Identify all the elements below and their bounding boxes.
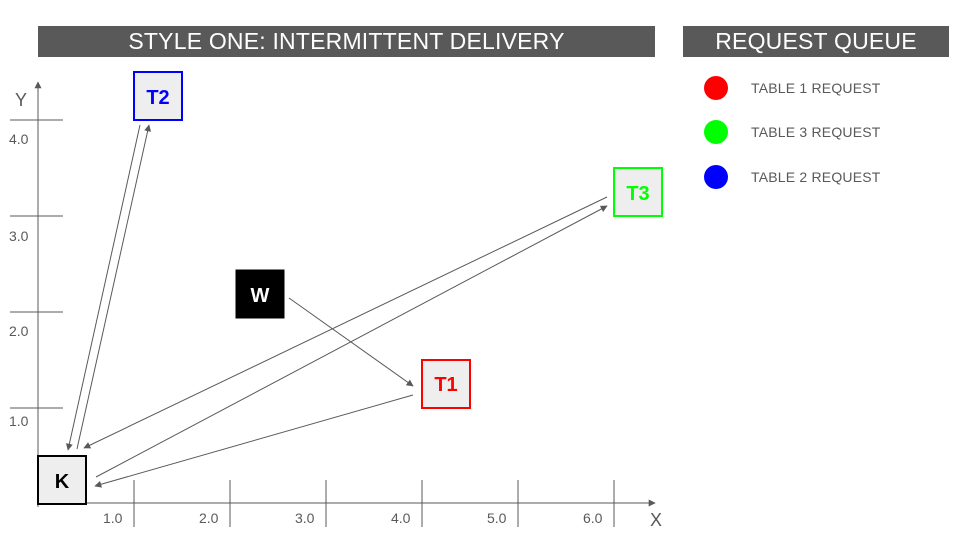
node-t1: T1 xyxy=(421,359,471,409)
green-dot-icon xyxy=(704,120,728,144)
node-w: W xyxy=(235,269,285,319)
blue-dot-icon xyxy=(704,165,728,189)
node-t2-box xyxy=(133,71,183,121)
node-t3: T3 xyxy=(613,167,663,217)
queue-item-label: TABLE 3 REQUEST xyxy=(751,124,881,140)
queue-item: TABLE 2 REQUEST xyxy=(704,165,881,189)
x-tick-label: 4.0 xyxy=(391,510,411,526)
queue-item: TABLE 1 REQUEST xyxy=(704,76,881,100)
arrow-t3-to-k xyxy=(83,196,608,449)
node-t2: T2 xyxy=(133,71,183,121)
node-k-label: K xyxy=(55,471,70,493)
node-t1-box xyxy=(421,359,471,409)
node-k-box xyxy=(37,455,87,505)
node-w-label: W xyxy=(251,285,270,307)
arrow-t1-to-k xyxy=(94,394,414,488)
y-tick-label: 3.0 xyxy=(9,228,29,244)
node-t3-box xyxy=(613,167,663,217)
x-tick-label: 6.0 xyxy=(583,510,603,526)
node-t3-label: T3 xyxy=(626,183,649,205)
node-k: K xyxy=(37,455,87,505)
x-tick-label: 5.0 xyxy=(487,510,507,526)
arrow-k-to-t3 xyxy=(95,205,608,478)
queue-item-label: TABLE 1 REQUEST xyxy=(751,80,881,96)
node-w-box xyxy=(235,269,285,319)
y-tick-label: 4.0 xyxy=(9,131,29,147)
x-axis-name: X xyxy=(650,510,662,530)
arrow-w-to-t1 xyxy=(288,297,414,387)
arrow-k-to-t2 xyxy=(76,124,152,450)
x-tick-label: 2.0 xyxy=(199,510,219,526)
red-dot-icon xyxy=(704,76,728,100)
title-banner: STYLE ONE: INTERMITTENT DELIVERY xyxy=(38,26,655,57)
y-axis-name: Y xyxy=(15,90,27,110)
x-tick-label: 1.0 xyxy=(103,510,123,526)
x-tick-label: 3.0 xyxy=(295,510,315,526)
queue-item: TABLE 3 REQUEST xyxy=(704,120,881,144)
arrow-t2-to-k xyxy=(65,124,141,451)
queue-item-label: TABLE 2 REQUEST xyxy=(751,169,881,185)
request-queue-title: REQUEST QUEUE xyxy=(683,26,949,57)
node-t2-label: T2 xyxy=(146,87,169,109)
node-t1-label: T1 xyxy=(434,374,457,396)
y-tick-label: 1.0 xyxy=(9,413,29,429)
y-tick-label: 2.0 xyxy=(9,323,29,339)
